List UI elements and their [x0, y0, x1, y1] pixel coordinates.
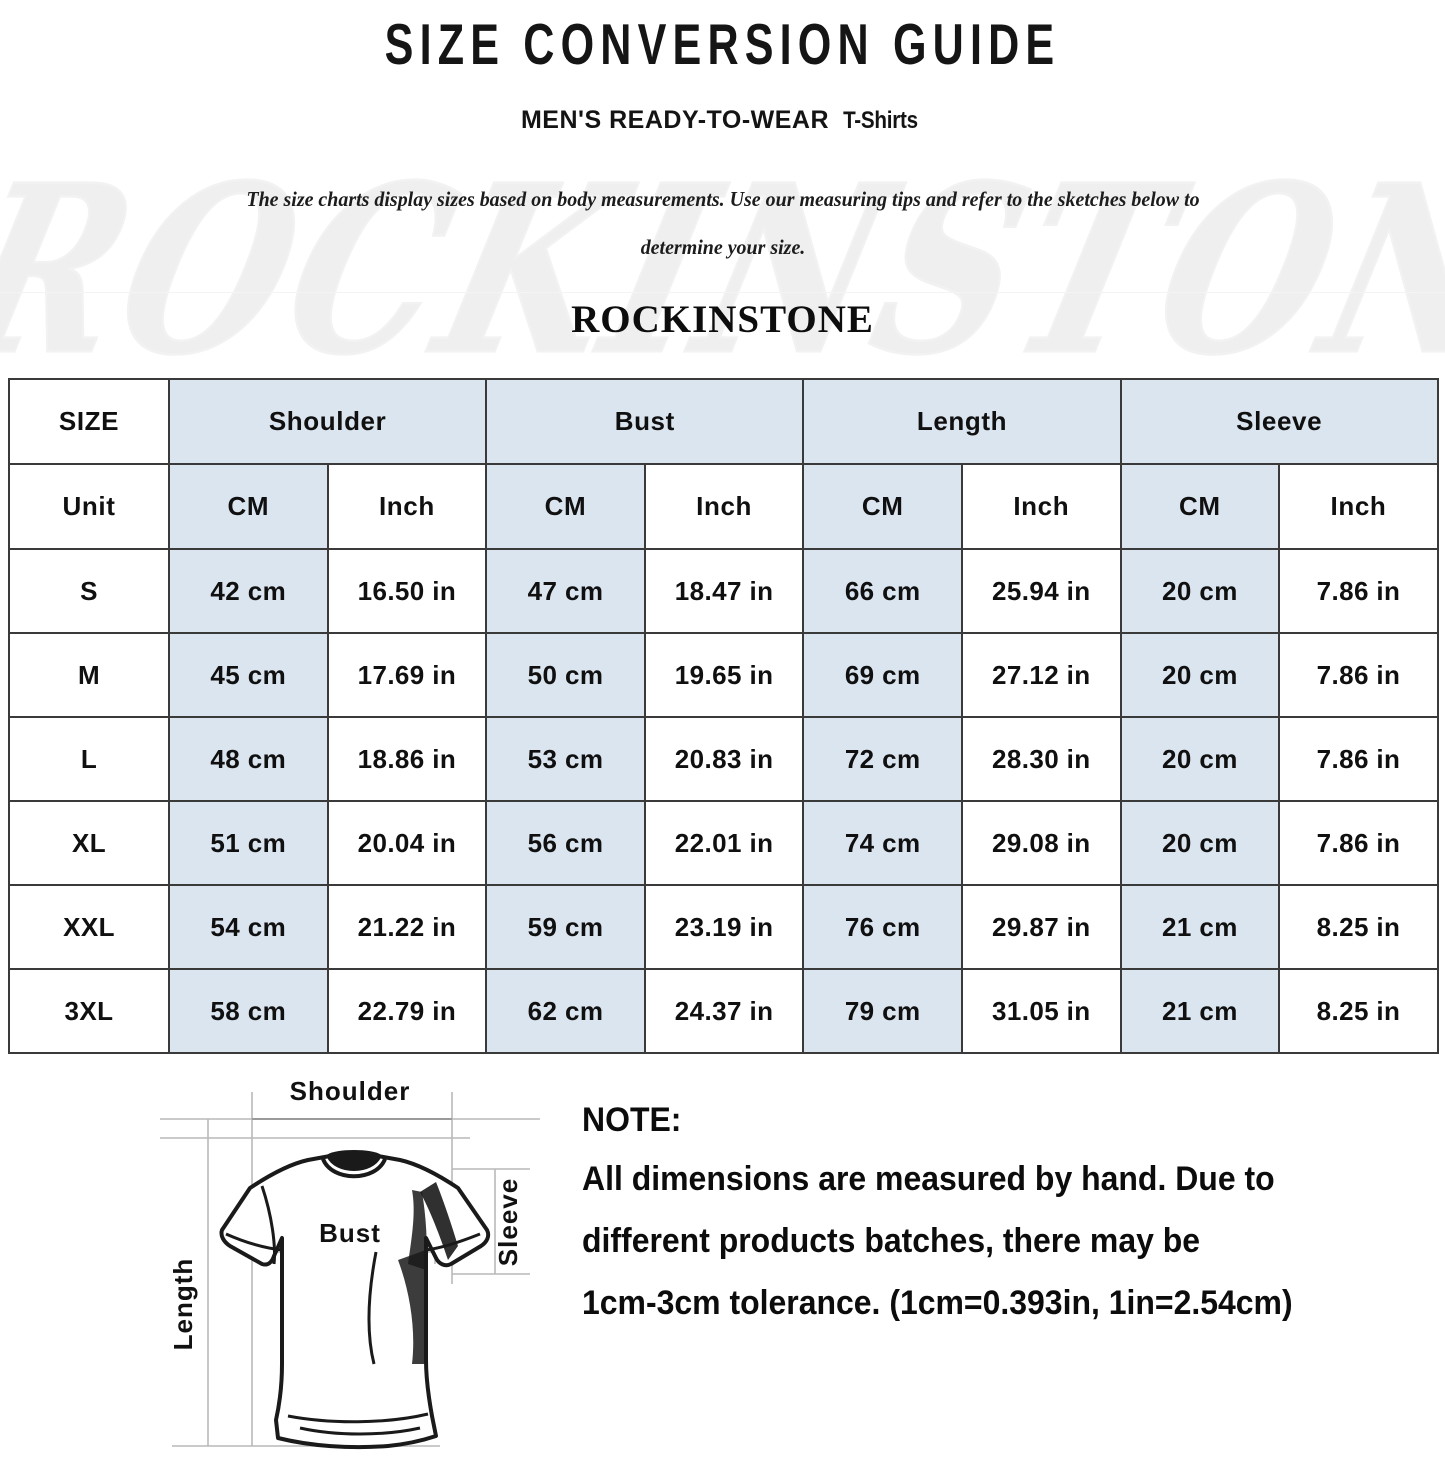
size-table-container: SIZE Shoulder Bust Length Sleeve Unit CM…	[0, 378, 1445, 1054]
table-cell: 29.87 in	[960, 884, 1122, 970]
brand-name: ROCKINSTONE	[571, 298, 874, 341]
table-cell: 29.08 in	[960, 800, 1122, 886]
page-title: SIZE CONVERSION GUIDE	[384, 13, 1061, 78]
table-cell: 8.25 in	[1278, 884, 1439, 970]
unit-length-cm: CM	[802, 463, 963, 550]
header-sleeve: Sleeve	[1119, 378, 1439, 465]
unit-sleeve-cm: CM	[1119, 463, 1281, 550]
table-cell: 21 cm	[1119, 968, 1281, 1054]
header-size: SIZE	[8, 378, 170, 465]
table-unit-row: Unit CM Inch CM Inch CM Inch CM Inch	[8, 463, 1439, 550]
table-cell: 59 cm	[485, 884, 646, 970]
table-cell: 31.05 in	[960, 968, 1122, 1054]
unit-bust-cm: CM	[485, 463, 646, 550]
table-row: XL 51 cm 20.04 in 56 cm 22.01 in 74 cm 29.08 i…	[8, 800, 1439, 886]
table-cell: 7.86 in	[1278, 548, 1439, 634]
diagram-label-shoulder: Shoulder	[290, 1076, 411, 1106]
table-cell: 20 cm	[1119, 632, 1281, 718]
tshirt-measurement-diagram: Shoulder Bust Length Sleeve	[140, 1064, 560, 1459]
table-cell: 47 cm	[485, 548, 646, 634]
tshirt-icon: Shoulder Bust Length Sleeve	[160, 1076, 540, 1450]
table-cell: 20 cm	[1119, 716, 1281, 802]
table-cell: 16.50 in	[326, 548, 488, 634]
row-size-label: 3XL	[8, 968, 170, 1054]
description-text: The size charts display sizes based on b…	[245, 187, 1200, 259]
table-cell: 62 cm	[485, 968, 646, 1054]
note-heading: NOTE:	[582, 1101, 682, 1139]
table-cell: 27.12 in	[960, 632, 1122, 718]
table-row: XXL 54 cm 21.22 in 59 cm 23.19 in 76 cm 29.87 …	[8, 884, 1439, 970]
header-length: Length	[802, 378, 1122, 465]
row-size-label: S	[8, 548, 170, 634]
table-cell: 69 cm	[802, 632, 963, 718]
table-cell: 7.86 in	[1278, 716, 1439, 802]
table-cell: 50 cm	[485, 632, 646, 718]
table-row: S 42 cm 16.50 in 47 cm 18.47 in 66 cm 25.94 in…	[8, 548, 1439, 634]
row-size-label: L	[8, 716, 170, 802]
bottom-section: Shoulder Bust Length Sleeve NOTE: All di…	[0, 1064, 1445, 1459]
header: SIZE CONVERSION GUIDE MEN'S READY-TO-WEA…	[0, 0, 1445, 342]
diagram-label-sleeve: Sleeve	[493, 1178, 523, 1266]
table-cell: 48 cm	[168, 716, 329, 802]
table-row: M 45 cm 17.69 in 50 cm 19.65 in 69 cm 27.12 in…	[8, 632, 1439, 718]
table-cell: 20.83 in	[643, 716, 805, 802]
diagram-label-bust: Bust	[319, 1218, 381, 1248]
table-cell: 8.25 in	[1278, 968, 1439, 1054]
table-cell: 20.04 in	[326, 800, 488, 886]
table-cell: 19.65 in	[643, 632, 805, 718]
table-cell: 76 cm	[802, 884, 963, 970]
table-cell: 7.86 in	[1278, 632, 1439, 718]
unit-sleeve-inch: Inch	[1278, 463, 1439, 550]
note-section: NOTE: All dimensions are measured by han…	[560, 1064, 1445, 1334]
table-cell: 66 cm	[802, 548, 963, 634]
table-group-header-row: SIZE Shoulder Bust Length Sleeve	[8, 378, 1439, 465]
table-cell: 20 cm	[1119, 548, 1281, 634]
table-cell: 56 cm	[485, 800, 646, 886]
table-cell: 72 cm	[802, 716, 963, 802]
subtitle-main: MEN'S READY-TO-WEAR	[520, 106, 830, 134]
table-cell: 22.79 in	[326, 968, 488, 1054]
table-head: SIZE Shoulder Bust Length Sleeve Unit CM…	[8, 378, 1439, 550]
table-cell: 53 cm	[485, 716, 646, 802]
table-cell: 79 cm	[802, 968, 963, 1054]
table-cell: 42 cm	[168, 548, 329, 634]
table-cell: 58 cm	[168, 968, 329, 1054]
table-row: 3XL 58 cm 22.79 in 62 cm 24.37 in 79 cm 31.05 …	[8, 968, 1439, 1054]
table-cell: 74 cm	[802, 800, 963, 886]
table-cell: 18.47 in	[643, 548, 805, 634]
table-cell: 51 cm	[168, 800, 329, 886]
size-conversion-table: SIZE Shoulder Bust Length Sleeve Unit CM…	[8, 378, 1439, 1054]
subtitle: MEN'S READY-TO-WEAR T-Shirts	[0, 74, 1445, 143]
table-cell: 7.86 in	[1278, 800, 1439, 886]
unit-length-inch: Inch	[960, 463, 1122, 550]
table-cell: 17.69 in	[326, 632, 488, 718]
unit-shoulder-inch: Inch	[326, 463, 488, 550]
header-bust: Bust	[485, 378, 805, 465]
table-cell: 24.37 in	[643, 968, 805, 1054]
table-cell: 21 cm	[1119, 884, 1281, 970]
table-cell: 23.19 in	[643, 884, 805, 970]
table-cell: 25.94 in	[960, 548, 1122, 634]
note-line-3: 1cm-3cm tolerance. (1cm=0.393in, 1in=2.5…	[582, 1284, 1293, 1322]
header-shoulder: Shoulder	[167, 378, 488, 465]
table-cell: 54 cm	[168, 884, 329, 970]
table-cell: 28.30 in	[960, 716, 1122, 802]
note-line-1: All dimensions are measured by hand. Due…	[582, 1160, 1275, 1198]
row-size-label: M	[8, 632, 170, 718]
subtitle-item: T-Shirts	[843, 107, 918, 134]
diagram-label-length: Length	[168, 1258, 198, 1351]
unit-label: Unit	[8, 463, 170, 550]
table-cell: 22.01 in	[643, 800, 805, 886]
table-cell: 45 cm	[168, 632, 329, 718]
table-cell: 18.86 in	[326, 716, 488, 802]
table-row: L 48 cm 18.86 in 53 cm 20.83 in 72 cm 28.30 in…	[8, 716, 1439, 802]
row-size-label: XL	[8, 800, 170, 886]
table-body: S 42 cm 16.50 in 47 cm 18.47 in 66 cm 25.94 in…	[8, 548, 1439, 1054]
unit-bust-inch: Inch	[643, 463, 805, 550]
row-size-label: XXL	[8, 884, 170, 970]
table-cell: 21.22 in	[326, 884, 488, 970]
unit-shoulder-cm: CM	[168, 463, 329, 550]
note-line-2: different products batches, there may be	[582, 1222, 1201, 1260]
table-cell: 20 cm	[1119, 800, 1281, 886]
